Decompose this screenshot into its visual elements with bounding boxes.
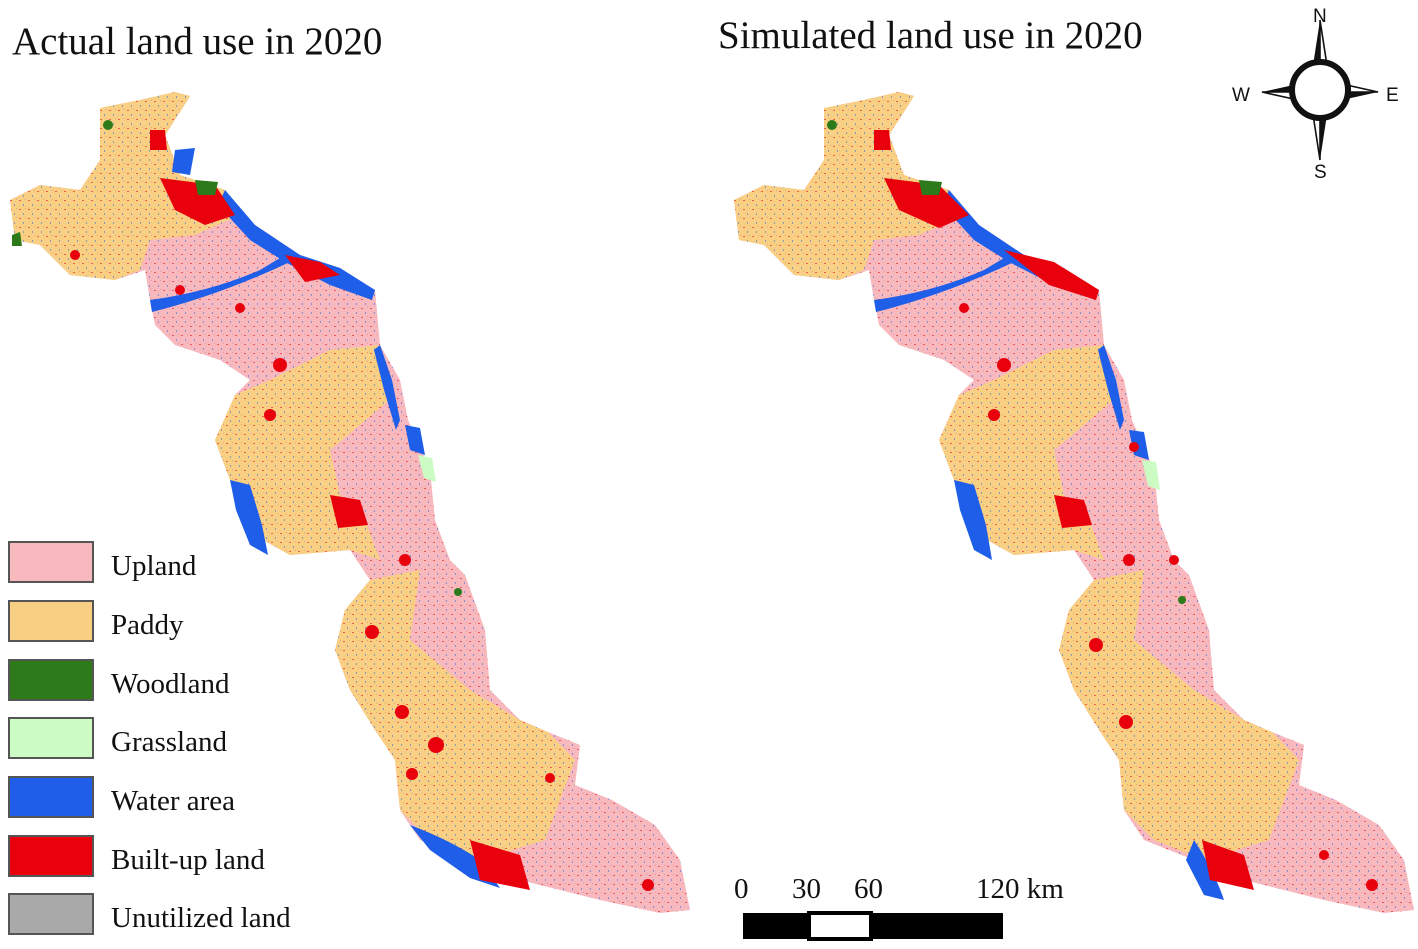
legend-swatch (8, 835, 94, 877)
scale-segment (871, 913, 1003, 939)
legend-item-unutilized-land: Unutilized land (8, 893, 328, 939)
legend-label: Built-up land (111, 844, 265, 876)
scale-tick-label: 120 km (976, 873, 1064, 905)
legend-label: Woodland (111, 668, 230, 700)
legend-swatch (8, 776, 94, 818)
legend-item-woodland: Woodland (8, 659, 328, 705)
scale-tick-label: 30 (792, 873, 821, 905)
legend-item-upland: Upland (8, 541, 328, 587)
legend-label: Unutilized land (111, 902, 291, 934)
compass-east-label: E (1386, 85, 1399, 106)
legend-swatch (8, 717, 94, 759)
legend-label: Grassland (111, 726, 227, 758)
simulated-map-title: Simulated land use in 2020 (718, 14, 1143, 57)
legend-label: Water area (111, 785, 236, 817)
legend-label: Paddy (111, 609, 184, 641)
compass-north-label: N (1313, 6, 1327, 27)
compass-south-label: S (1314, 162, 1327, 183)
legend-swatch (8, 541, 94, 583)
legend-swatch (8, 600, 94, 642)
scale-bar: 0 30 60 120 km (734, 873, 1064, 941)
actual-land-use-map (10, 92, 690, 913)
scale-tick-label: 0 (734, 873, 749, 905)
legend-label: Upland (111, 550, 197, 582)
legend-swatch (8, 893, 94, 935)
scale-tick-label: 60 (854, 873, 883, 905)
legend-swatch (8, 659, 94, 701)
legend-item-paddy: Paddy (8, 600, 328, 646)
actual-map-title: Actual land use in 2020 (12, 20, 383, 63)
legend-item-grassland: Grassland (8, 717, 328, 763)
compass-rose-icon: N S W E (1232, 6, 1399, 183)
scale-segment (743, 913, 809, 939)
legend-item-built-up-land: Built-up land (8, 835, 328, 881)
legend-item-water-area: Water area (8, 776, 328, 822)
scale-segment (807, 911, 873, 941)
compass-west-label: W (1232, 85, 1250, 106)
simulated-land-use-map (734, 92, 1414, 913)
